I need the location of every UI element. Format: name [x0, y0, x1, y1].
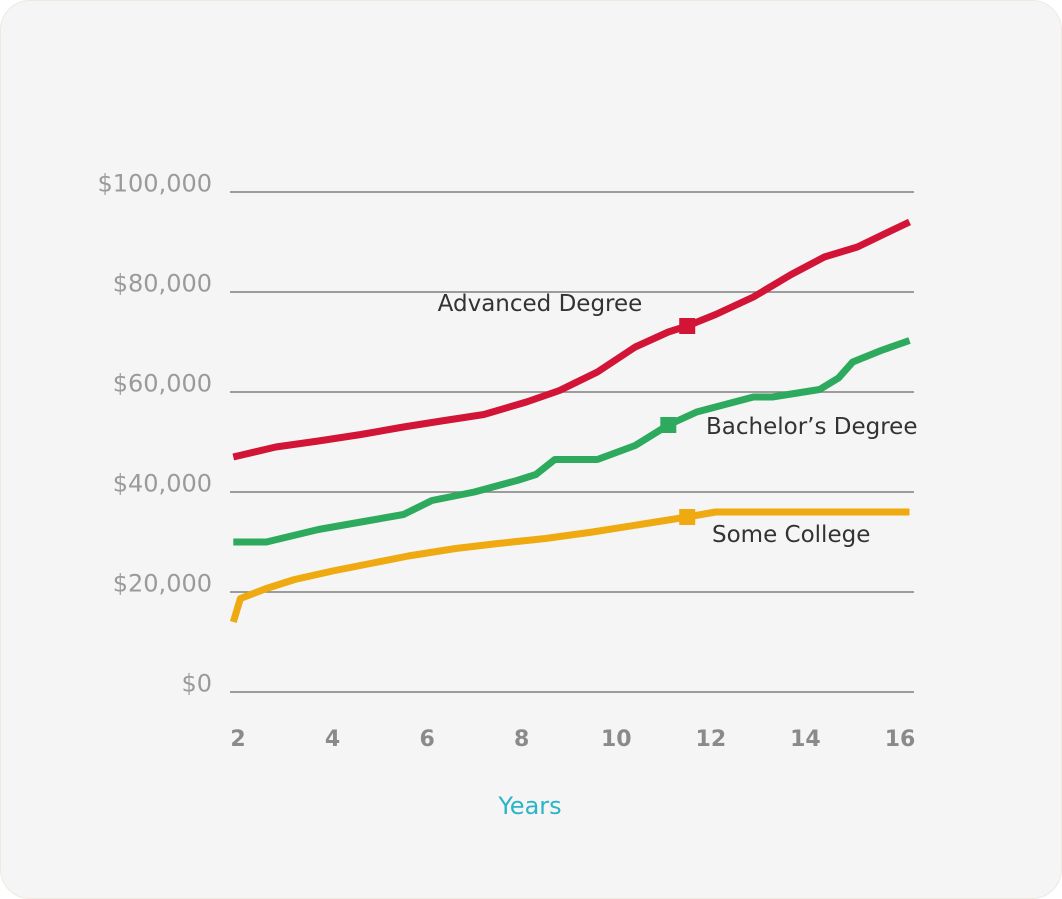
x-tick-label: 6 — [419, 727, 434, 752]
series-label-1: Bachelor’s Degree — [706, 414, 917, 440]
series-line-0 — [232, 218, 911, 461]
series-lines — [229, 218, 911, 624]
y-tick-label: $0 — [181, 670, 212, 698]
x-tick-label: 2 — [230, 727, 245, 752]
x-tick-label: 10 — [601, 727, 632, 752]
x-tick-label: 8 — [514, 727, 529, 752]
series-line-2 — [229, 508, 910, 624]
gridlines — [230, 191, 914, 693]
x-tick-label: 12 — [696, 727, 727, 752]
x-axis-label: Years — [497, 792, 561, 820]
series-line-1 — [233, 337, 911, 546]
x-axis-tick-labels: 2 4 6 8 10 12 14 16 — [230, 727, 915, 752]
y-tick-label: $20,000 — [113, 570, 212, 598]
x-tick-label: 4 — [325, 727, 340, 752]
x-tick-label: 14 — [790, 727, 821, 752]
y-tick-label: $40,000 — [113, 470, 212, 498]
series-marker-0 — [679, 318, 696, 334]
series-label-0: Advanced Degree — [438, 291, 643, 317]
series-markers — [660, 318, 696, 525]
series-label-2: Some College — [712, 522, 870, 548]
y-tick-label: $100,000 — [97, 170, 212, 198]
series-labels: Advanced Degree Bachelor’s Degree Some Col… — [438, 291, 918, 548]
x-tick-label: 16 — [885, 727, 916, 752]
series-marker-2 — [679, 509, 696, 525]
series-marker-1 — [660, 417, 677, 433]
y-tick-label: $60,000 — [113, 370, 212, 398]
y-tick-label: $80,000 — [113, 270, 212, 298]
y-axis-tick-labels: $0 $20,000 $40,000 $60,000 $80,000 $100,000 — [97, 170, 212, 698]
